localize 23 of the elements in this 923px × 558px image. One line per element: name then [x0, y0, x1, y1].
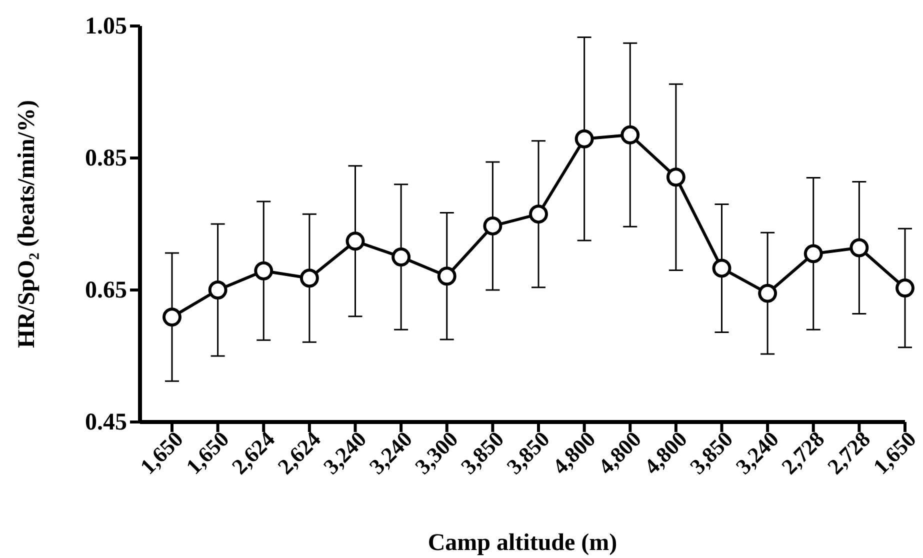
point — [346, 232, 365, 251]
point — [620, 125, 640, 144]
point — [896, 278, 914, 298]
point — [208, 280, 228, 300]
point — [850, 238, 869, 258]
point — [712, 258, 732, 278]
x-axis-title: Camp altitude (m) — [428, 530, 618, 556]
y-axis-title: HR/SpO₂ (beats/min/%) — [14, 100, 40, 348]
point — [392, 248, 411, 266]
point — [804, 244, 823, 264]
y-tick-label: 1.05 — [85, 14, 127, 40]
y-tick-label: 0.65 — [85, 278, 127, 304]
point — [574, 129, 594, 148]
point — [437, 266, 456, 286]
y-tick-label: 0.85 — [85, 146, 127, 172]
point — [758, 284, 778, 303]
point — [254, 261, 274, 280]
point — [666, 168, 686, 187]
y-tick-label: 0.45 — [85, 410, 127, 436]
point — [483, 216, 502, 236]
point — [300, 268, 319, 288]
point — [529, 204, 548, 224]
point — [162, 308, 182, 327]
